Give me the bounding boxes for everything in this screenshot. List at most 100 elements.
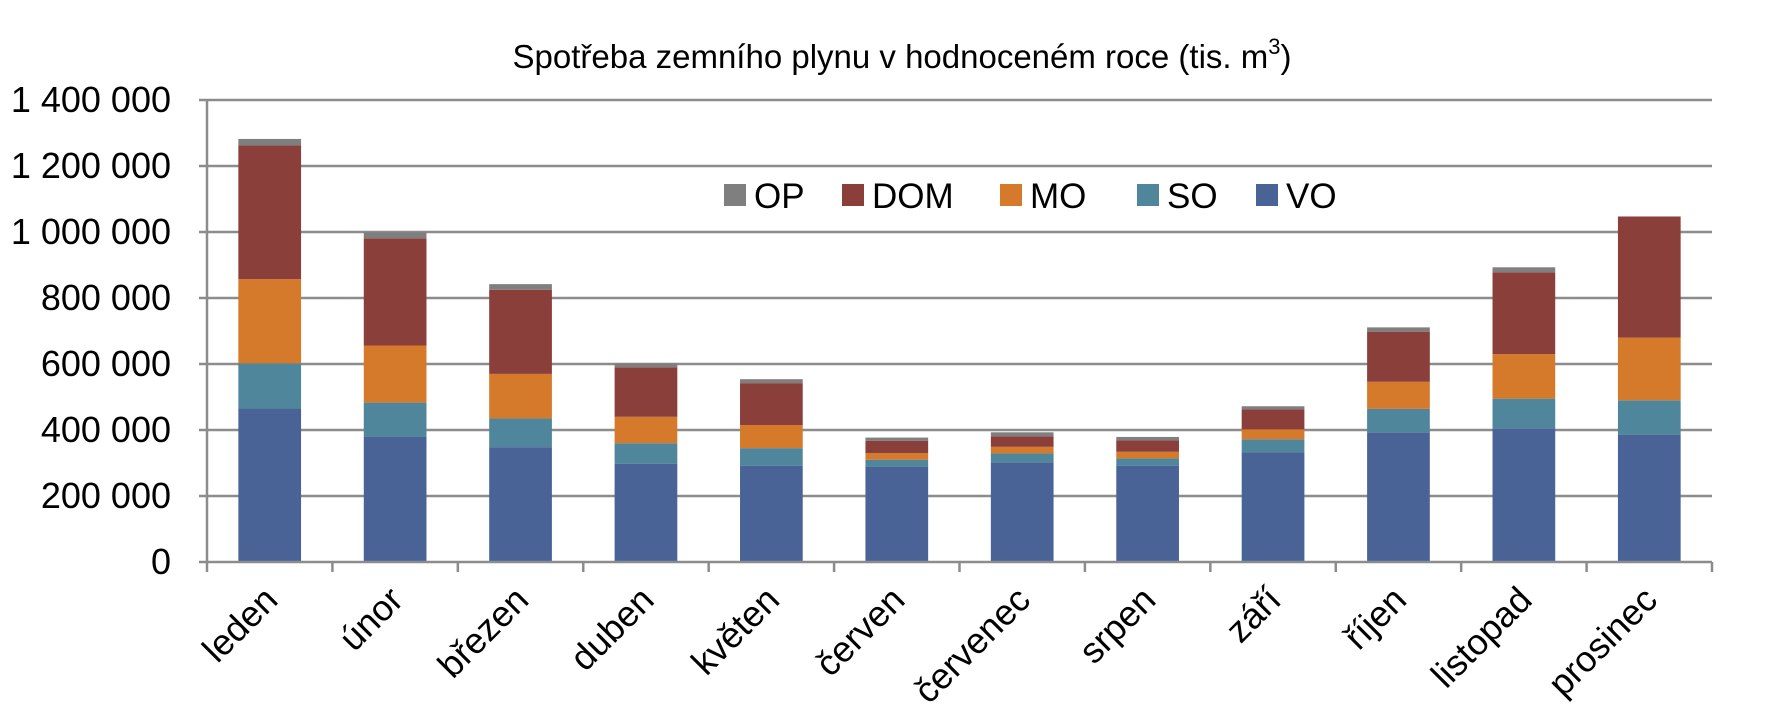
x-tick-label: listopad [1423, 579, 1540, 696]
bar-segment-so [1241, 439, 1305, 453]
bar-stack-květen [740, 379, 803, 562]
bar-segment-op [614, 363, 678, 368]
bar-stack-září [1241, 406, 1305, 562]
bar-stack-únor [363, 232, 427, 562]
bar-segment-dom [865, 440, 929, 454]
bar-segment-dom [990, 436, 1054, 447]
bar-segment-so [740, 448, 803, 466]
legend-item-dom: DOM [842, 177, 954, 216]
bar-segment-mo [238, 279, 302, 364]
bar-segment-vo [1492, 428, 1556, 562]
bar-segment-vo [238, 408, 302, 562]
legend-item-mo: MO [1000, 177, 1086, 216]
bar-segment-op [1241, 406, 1305, 410]
legend-swatch [1000, 184, 1022, 206]
chart-title-superscript: 3 [1268, 34, 1280, 59]
legend-item-vo: VO [1256, 177, 1337, 216]
bar-stack-červenec [990, 432, 1054, 562]
bar-segment-op [489, 284, 552, 290]
x-tick-label: srpen [1071, 579, 1164, 672]
bar-segment-mo [1116, 451, 1179, 459]
bar-segment-vo [489, 447, 552, 562]
legend-label: DOM [872, 177, 954, 216]
bar-segment-mo [363, 345, 427, 403]
chart-title-main: Spotřeba zemního plynu v hodnoceném roce… [513, 38, 1269, 75]
bar-segment-so [990, 453, 1054, 463]
bar-segment-so [363, 402, 427, 437]
x-tick-label: květen [683, 579, 787, 683]
bar-segment-dom [1367, 331, 1430, 382]
bar-stack-červen [865, 437, 929, 562]
x-tick-label: leden [194, 579, 285, 670]
legend-item-op: OP [724, 177, 805, 216]
bar-stack-prosinec [1617, 216, 1681, 562]
x-tick-label: červen [807, 579, 912, 684]
bar-segment-mo [990, 446, 1054, 454]
x-axis-ticks: leden únor březen duben květen červenčervenec… [194, 579, 1665, 711]
y-tick-label: 800 000 [41, 277, 171, 318]
bar-segment-op [238, 138, 302, 146]
bar-segment-dom [1241, 409, 1305, 430]
bar-stack-říjen [1367, 327, 1430, 562]
bar-segment-vo [1241, 452, 1305, 562]
legend: OP DOM MO SO VO [724, 177, 1337, 216]
bar-segment-vo [740, 465, 803, 562]
bar-segment-mo [1367, 381, 1430, 409]
bar-segment-vo [1617, 434, 1681, 562]
bar-segment-op [740, 379, 803, 384]
bar-segment-mo [1617, 337, 1681, 401]
chart-title-suffix: ) [1280, 38, 1291, 75]
bar-stack-březen [489, 284, 552, 562]
y-tick-label: 0 [151, 541, 171, 582]
bars [238, 138, 1681, 562]
bar-segment-mo [614, 416, 678, 444]
bar-stack-duben [614, 363, 678, 562]
bar-segment-op [865, 437, 929, 441]
bar-segment-op [1367, 327, 1430, 332]
bar-segment-vo [363, 436, 427, 562]
bar-segment-vo [614, 463, 678, 562]
legend-item-so: SO [1137, 177, 1218, 216]
bar-segment-op [1116, 436, 1179, 441]
x-tick-label: září [1217, 579, 1288, 650]
legend-swatch [724, 184, 746, 206]
bar-segment-dom [238, 145, 302, 280]
bar-segment-so [865, 459, 929, 467]
bar-segment-dom [363, 238, 427, 346]
legend-swatch [1256, 184, 1278, 206]
bar-segment-op [990, 432, 1054, 437]
x-tick-label: říjen [1336, 579, 1415, 658]
bar-segment-so [1116, 458, 1179, 466]
bar-segment-op [363, 232, 427, 239]
y-tick-label: 200 000 [41, 475, 171, 516]
bar-segment-so [614, 443, 678, 464]
bar-segment-vo [990, 462, 1054, 562]
bar-segment-mo [740, 425, 803, 449]
y-tick-label: 400 000 [41, 409, 171, 450]
bar-segment-dom [614, 367, 678, 417]
x-tick-label: březen [429, 579, 536, 686]
bar-segment-so [1492, 398, 1556, 429]
bar-segment-mo [489, 373, 552, 419]
legend-label: OP [754, 177, 805, 216]
bar-segment-mo [1241, 429, 1305, 440]
axes [205, 100, 1714, 572]
legend-label: VO [1286, 177, 1337, 216]
chart-title: Spotřeba zemního plynu v hodnoceném roce… [513, 34, 1292, 75]
gridlines [207, 98, 1712, 498]
bar-stack-listopad [1492, 267, 1556, 562]
bar-segment-vo [1367, 432, 1430, 562]
y-axis-ticks: 0 200 000 400 000 600 000 800 000 1 000 000 1 … [11, 79, 207, 582]
bar-segment-mo [1492, 354, 1556, 399]
bar-segment-vo [865, 466, 929, 562]
bar-segment-so [238, 363, 302, 409]
bar-segment-dom [489, 289, 552, 374]
bar-stack-leden [238, 138, 302, 562]
bar-segment-dom [1492, 272, 1556, 355]
x-tick-label: červenec [906, 579, 1038, 711]
x-tick-label: prosinec [1540, 579, 1665, 704]
bar-segment-so [489, 418, 552, 448]
y-tick-label: 1 200 000 [11, 145, 171, 186]
legend-label: SO [1167, 177, 1218, 216]
